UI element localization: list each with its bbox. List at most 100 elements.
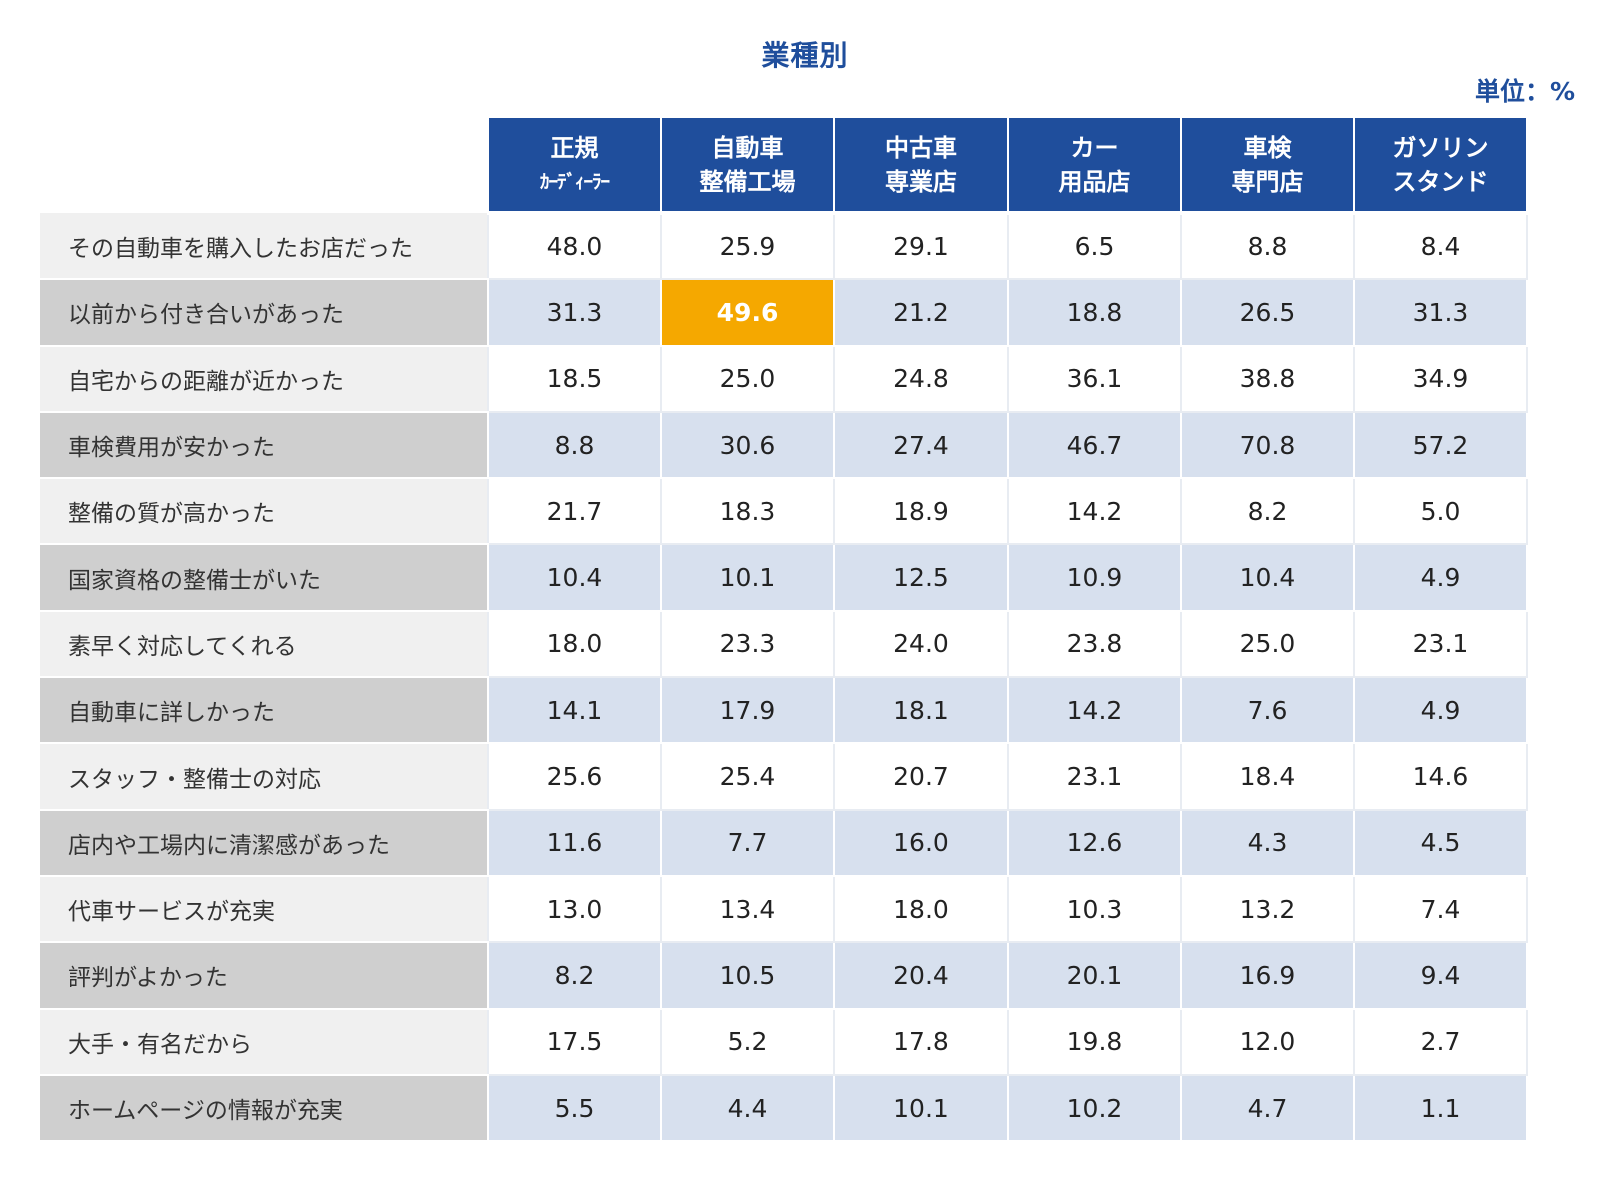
value-cell: 38.8	[1180, 344, 1355, 413]
value-cell: 9.4	[1353, 941, 1528, 1010]
column-header: 正規 ｶｰﾃﾞｨｰﾗｰ	[487, 118, 662, 215]
value-cell: 10.1	[833, 1073, 1009, 1143]
value-cell: 10.3	[1007, 874, 1182, 944]
value-cell: 23.3	[660, 609, 835, 679]
value-cell: 7.6	[1180, 676, 1355, 745]
table-row: ホームページの情報が充実 5.5 4.4 10.1 10.2 4.7 1.1	[40, 1073, 1528, 1143]
table-row: 代車サービスが充実 13.0 13.4 18.0 10.3 13.2 7.4	[40, 874, 1528, 944]
table-row: 店内や工場内に清潔感があった 11.6 7.7 16.0 12.6 4.3 4.5	[40, 808, 1528, 877]
value-cell: 16.0	[833, 808, 1009, 877]
value-cell: 10.1	[660, 543, 835, 612]
table-row: 整備の質が高かった 21.7 18.3 18.9 14.2 8.2 5.0	[40, 477, 1528, 546]
value-cell: 4.5	[1353, 808, 1528, 877]
row-label: 以前から付き合いがあった	[40, 279, 488, 347]
value-cell: 8.8	[487, 410, 662, 480]
value-cell: 14.1	[487, 676, 662, 745]
row-label: ホームページの情報が充実	[40, 1074, 488, 1143]
value-cell: 25.9	[660, 211, 835, 281]
data-table: 正規 ｶｰﾃﾞｨｰﾗｰ 自動車 整備工場 中古車 専業店 カー 用品店 車検 専…	[40, 118, 1528, 1143]
value-cell: 46.7	[1007, 410, 1182, 480]
row-label: 評判がよかった	[40, 942, 488, 1010]
unit-label: 単位：%	[1474, 77, 1575, 106]
value-cell: 14.2	[1007, 676, 1182, 745]
value-cell: 19.8	[1007, 1007, 1182, 1076]
value-cell: 18.1	[833, 676, 1009, 745]
table-row: 国家資格の整備士がいた 10.4 10.1 12.5 10.9 10.4 4.9	[40, 543, 1528, 612]
table-row: 自宅からの距離が近かった 18.5 25.0 24.8 36.1 38.8 34.9	[40, 344, 1528, 413]
table-row: 自動車に詳しかった 14.1 17.9 18.1 14.2 7.6 4.9	[40, 676, 1528, 745]
value-cell: 24.8	[833, 344, 1009, 413]
value-cell: 10.9	[1007, 543, 1182, 612]
value-cell: 10.5	[660, 941, 835, 1010]
table-row: 以前から付き合いがあった 31.3 49.6 21.2 18.8 26.5 31.3	[40, 278, 1528, 347]
chart-title: 業種別	[761, 39, 849, 72]
column-header-line1: 中古車	[885, 133, 957, 162]
value-cell: 20.1	[1007, 941, 1182, 1010]
value-cell: 20.7	[833, 742, 1009, 811]
table-row: 大手・有名だから 17.5 5.2 17.8 19.8 12.0 2.7	[40, 1007, 1528, 1076]
value-cell: 12.0	[1180, 1007, 1355, 1076]
value-cell: 31.3	[487, 278, 662, 347]
column-header: 中古車 専業店	[833, 118, 1009, 215]
value-cell: 7.4	[1353, 874, 1528, 944]
column-header: 車検 専門店	[1180, 118, 1355, 215]
value-cell: 4.9	[1353, 543, 1528, 612]
table-row: 評判がよかった 8.2 10.5 20.4 20.1 16.9 9.4	[40, 941, 1528, 1010]
value-cell: 25.0	[660, 344, 835, 413]
row-label: その自動車を購入したお店だった	[40, 213, 488, 281]
value-cell: 17.8	[833, 1007, 1009, 1076]
row-label: 素早く対応してくれる	[40, 610, 488, 679]
column-header: ガソリン スタンド	[1353, 118, 1528, 215]
value-cell: 18.3	[660, 477, 835, 546]
table-row: 車検費用が安かった 8.8 30.6 27.4 46.7 70.8 57.2	[40, 410, 1528, 480]
value-cell: 11.6	[487, 808, 662, 877]
column-header-line2: 用品店	[1058, 167, 1131, 196]
value-cell: 4.4	[660, 1073, 835, 1143]
row-label: 国家資格の整備士がいた	[40, 544, 488, 612]
value-cell: 16.9	[1180, 941, 1355, 1010]
column-header-line2: 整備工場	[699, 167, 796, 196]
value-cell: 34.9	[1353, 344, 1528, 413]
column-header: 自動車 整備工場	[660, 118, 835, 215]
value-cell: 25.0	[1180, 609, 1355, 679]
value-cell: 18.4	[1180, 742, 1355, 811]
value-cell: 24.0	[833, 609, 1009, 679]
value-cell: 30.6	[660, 410, 835, 480]
value-cell: 31.3	[1353, 278, 1528, 347]
value-cell: 23.1	[1353, 609, 1528, 679]
value-cell: 8.2	[1180, 477, 1355, 546]
value-cell: 1.1	[1353, 1073, 1528, 1143]
value-cell: 18.8	[1007, 278, 1182, 347]
value-cell: 14.6	[1353, 742, 1528, 811]
table-row: 素早く対応してくれる 18.0 23.3 24.0 23.8 25.0 23.1	[40, 609, 1528, 679]
column-header-line1: 自動車	[711, 133, 784, 162]
value-cell: 12.5	[833, 543, 1009, 612]
value-cell: 18.0	[487, 609, 662, 679]
value-cell: 25.6	[487, 742, 662, 811]
row-label: スタッフ・整備士の対応	[40, 743, 488, 811]
value-cell: 21.7	[487, 477, 662, 546]
row-label: 車検費用が安かった	[40, 411, 488, 480]
row-label: 大手・有名だから	[40, 1008, 488, 1076]
value-cell: 36.1	[1007, 344, 1182, 413]
value-cell: 12.6	[1007, 808, 1182, 877]
row-label: 代車サービスが充実	[40, 875, 488, 944]
highlighted-value-cell: 49.6	[660, 278, 835, 347]
value-cell: 5.2	[660, 1007, 835, 1076]
value-cell: 70.8	[1180, 410, 1355, 480]
value-cell: 13.2	[1180, 874, 1355, 944]
value-cell: 4.3	[1180, 808, 1355, 877]
value-cell: 48.0	[487, 211, 662, 281]
value-cell: 13.0	[487, 874, 662, 944]
table-row: スタッフ・整備士の対応 25.6 25.4 20.7 23.1 18.4 14.6	[40, 742, 1528, 811]
column-header-line1: 車検	[1243, 133, 1292, 162]
value-cell: 18.5	[487, 344, 662, 413]
value-cell: 18.9	[833, 477, 1009, 546]
value-cell: 23.8	[1007, 609, 1182, 679]
value-cell: 17.9	[660, 676, 835, 745]
value-cell: 29.1	[833, 211, 1009, 281]
value-cell: 10.4	[487, 543, 662, 612]
column-header-line2: 専業店	[885, 167, 957, 196]
value-cell: 27.4	[833, 410, 1009, 480]
value-cell: 20.4	[833, 941, 1009, 1010]
